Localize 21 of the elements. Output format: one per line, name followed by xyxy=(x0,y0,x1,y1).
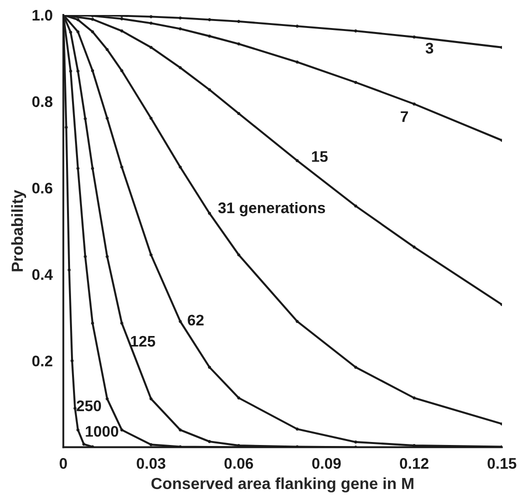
x-tick-label: 0.12 xyxy=(400,458,428,469)
series-label: 250 xyxy=(76,400,101,412)
series-label: 7 xyxy=(400,111,408,122)
series-label: 62 xyxy=(188,314,204,326)
x-tick-label: 0 xyxy=(60,458,67,469)
series-label: 3 xyxy=(426,42,434,54)
y-tick-label: 1.0 xyxy=(32,10,52,21)
x-tick-label: 0.03 xyxy=(136,458,166,469)
series-label: 125 xyxy=(131,336,156,347)
series-label: 15 xyxy=(312,151,328,162)
series-label: 31 generations xyxy=(218,202,326,216)
y-tick-label: 0.2 xyxy=(32,356,52,366)
x-tick-label: 0.15 xyxy=(488,458,516,469)
x-tick-label: 0.06 xyxy=(224,458,254,469)
y-tick-label: 0.8 xyxy=(32,96,52,108)
y-axis-title: Probability xyxy=(11,190,26,272)
y-tick-label: 0.6 xyxy=(32,182,52,194)
y-tick-label: 0.4 xyxy=(32,269,53,280)
x-tick-label: 0.09 xyxy=(312,458,341,469)
x-axis-title: Conserved area flanking gene in M xyxy=(151,477,414,492)
series-label: 1000 xyxy=(86,426,118,437)
